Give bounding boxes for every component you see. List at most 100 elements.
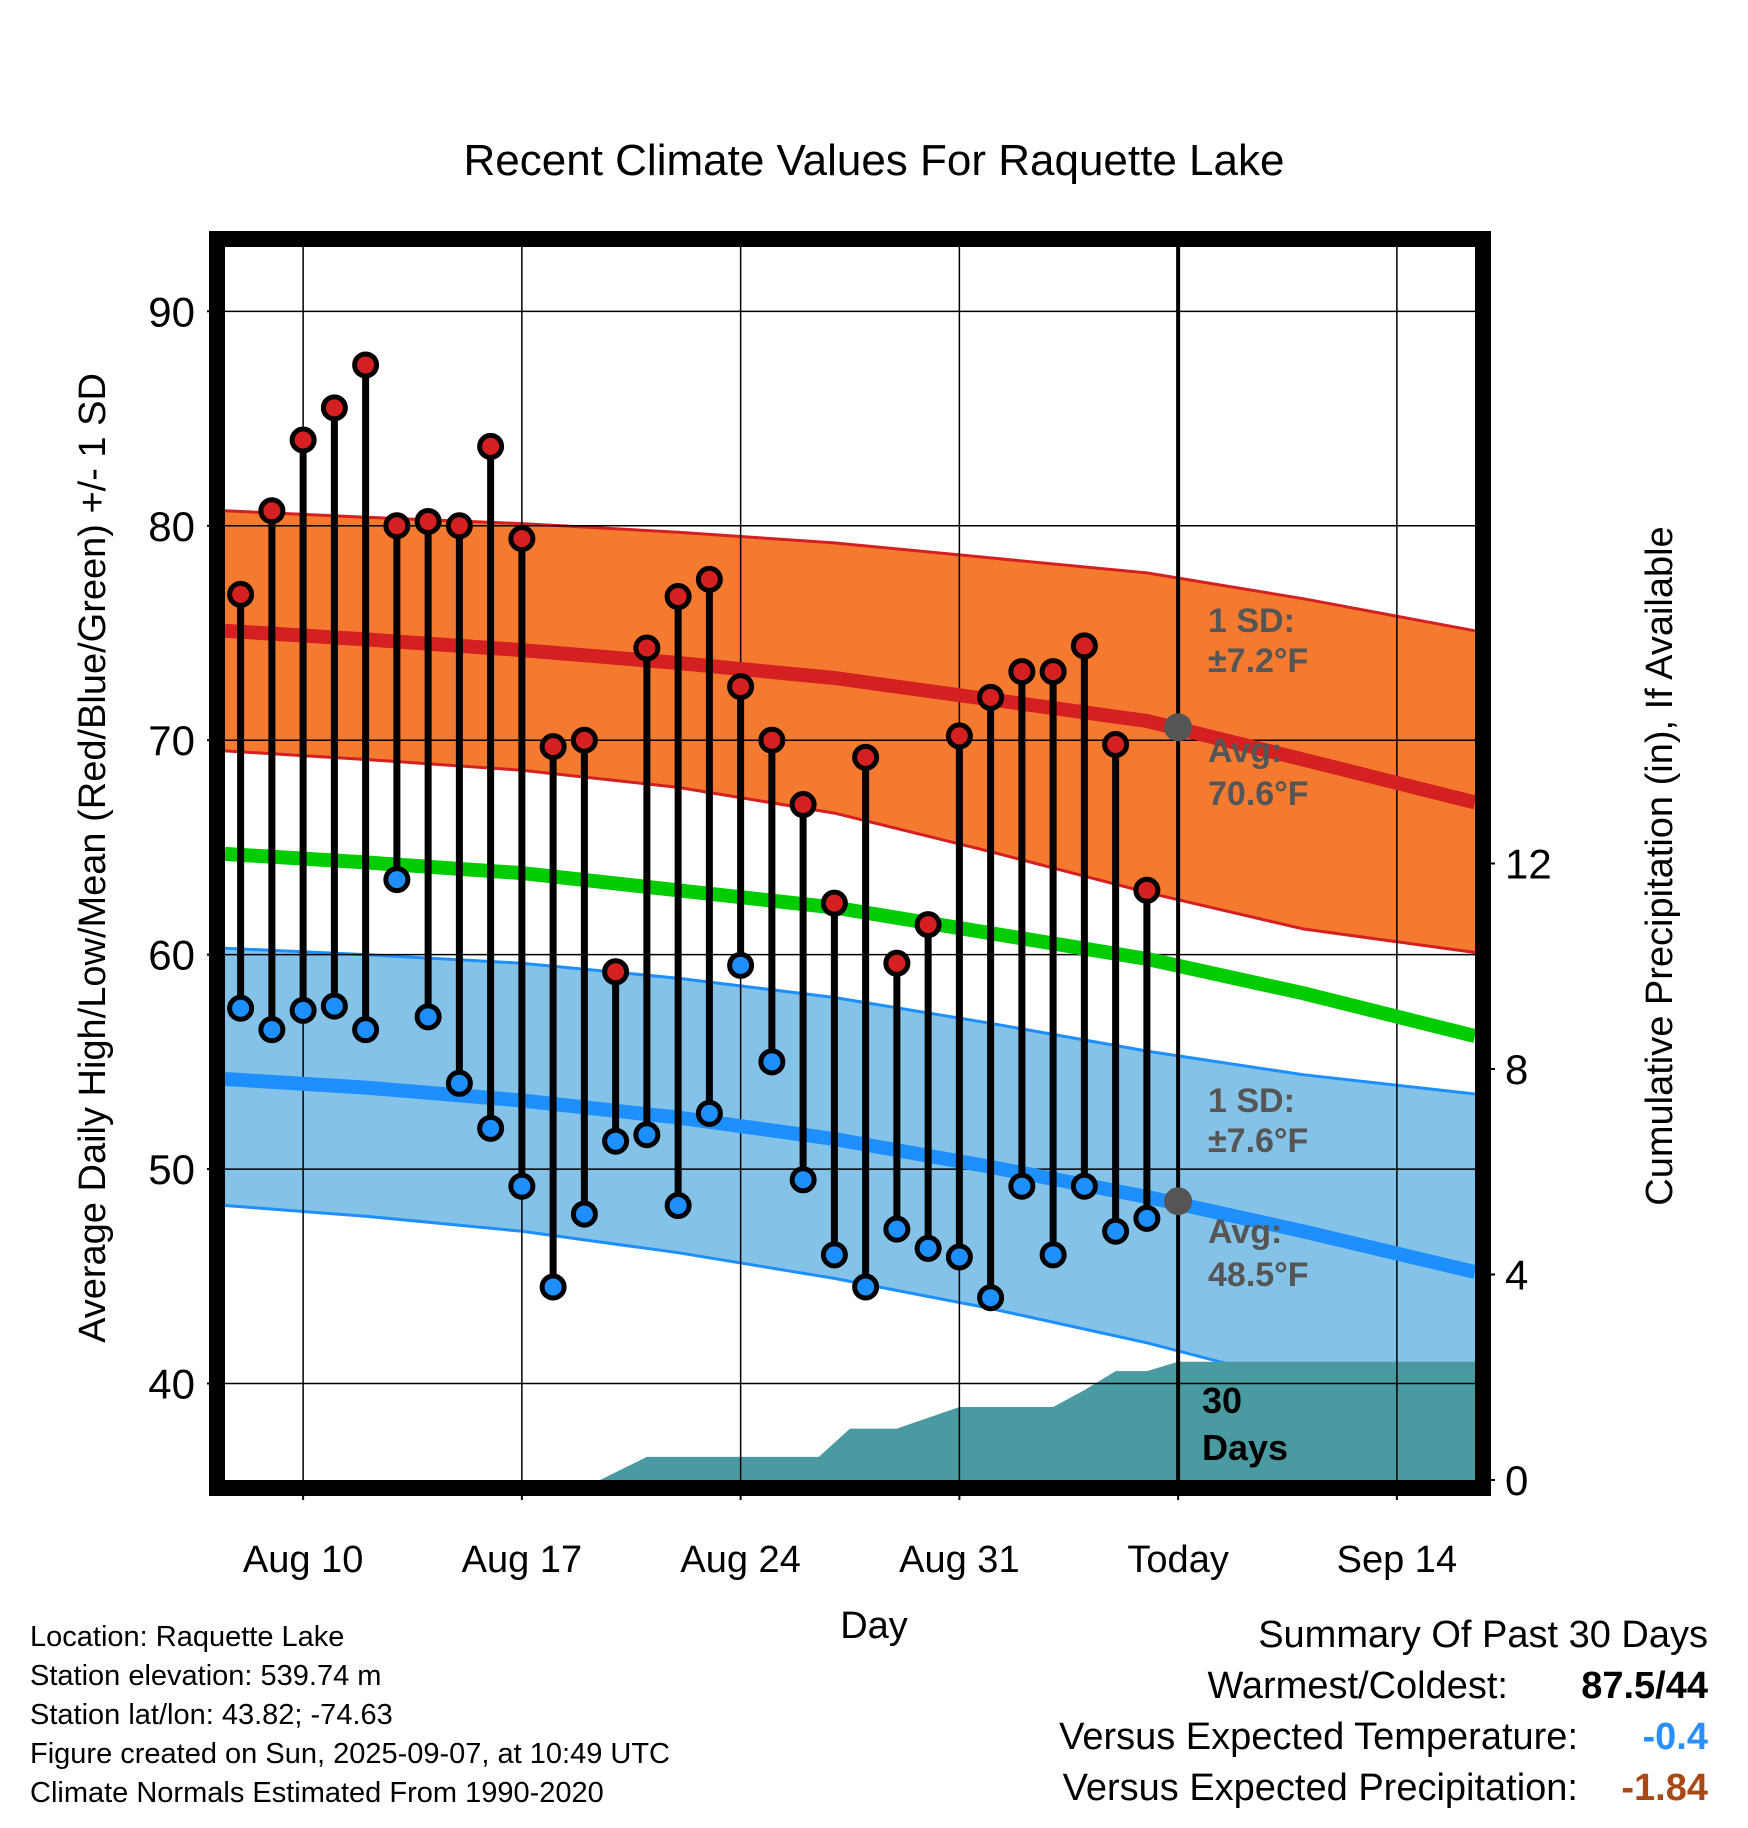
daily-low-point (539, 1273, 567, 1301)
x-tick-label: Today (1127, 1539, 1228, 1581)
daily-low-point (758, 1048, 786, 1076)
x-tick-label: Aug 10 (243, 1539, 363, 1581)
y-tick-label: 70 (148, 717, 195, 764)
high-sd-lower-edge (224, 749, 1476, 954)
y-tick-label: 90 (148, 288, 195, 335)
x-tick-label: Aug 17 (462, 1539, 582, 1581)
daily-high-point (945, 722, 973, 750)
daily-low-point (508, 1172, 536, 1200)
daily-low-point (352, 1016, 380, 1044)
low-sd-band (225, 948, 1475, 1448)
daily-high-point (695, 565, 723, 593)
y2-tick-label: 0 (1505, 1457, 1528, 1504)
daily-high-point (602, 958, 630, 986)
daily-high-point (633, 634, 661, 662)
daily-high-point (539, 733, 567, 761)
normals-text: Climate Normals Estimated From 1990-2020 (30, 1777, 604, 1809)
daily-high-point (664, 583, 692, 611)
daily-high-point (320, 394, 348, 422)
latlon-text: Station lat/lon: 43.82; -74.63 (30, 1699, 393, 1731)
y2-tick-label: 12 (1505, 841, 1552, 888)
days-count-label: 30 (1202, 1380, 1242, 1421)
daily-high-point (1070, 632, 1098, 660)
warm-cold-label: Warmest/Coldest: (1207, 1665, 1508, 1707)
high-sd-value: ±7.2°F (1208, 642, 1308, 680)
y-tick-label: 40 (148, 1361, 195, 1408)
daily-high-point (1133, 876, 1161, 904)
x-tick-label: Aug 31 (899, 1539, 1019, 1581)
precip-area (600, 1361, 1475, 1480)
x-axis-label: Day (840, 1605, 908, 1647)
daily-low-point (633, 1121, 661, 1149)
today-marks (1164, 247, 1193, 1480)
summary-precip: Versus Expected Precipitation: -1.84 (1059, 1763, 1708, 1814)
daily-low-point (320, 992, 348, 1020)
daily-low-point (258, 1016, 286, 1044)
y-tick-label: 80 (148, 503, 195, 550)
daily-low-point (664, 1192, 692, 1220)
today-low-avg-marker (1164, 1187, 1193, 1216)
daily-high-point (414, 507, 442, 535)
daily-low-point (289, 996, 317, 1024)
daily-high-point (914, 911, 942, 939)
daily-high-point (383, 512, 411, 540)
daily-high-point (883, 949, 911, 977)
created-text: Figure created on Sun, 2025-09-07, at 10… (30, 1738, 670, 1770)
daily-high-point (352, 351, 380, 379)
daily-high-point (258, 497, 286, 525)
location-text: Location: Raquette Lake (30, 1621, 345, 1653)
daily-low-point (383, 866, 411, 894)
daily-low-point (820, 1241, 848, 1269)
daily-low-point (727, 951, 755, 979)
elevation-text: Station elevation: 539.74 m (30, 1660, 382, 1692)
days-word-label: Days (1202, 1427, 1288, 1468)
daily-low-point (914, 1234, 942, 1262)
summary-title: Summary Of Past 30 Days (1059, 1610, 1708, 1661)
temp-label: Versus Expected Temperature: (1059, 1716, 1578, 1758)
x-tick-label: Aug 24 (680, 1539, 800, 1581)
y2-axis-label: Cumulative Precipitation (in), If Availa… (1639, 526, 1681, 1205)
daily-low-point (1070, 1172, 1098, 1200)
daily-low-point (445, 1069, 473, 1097)
daily-high-point (727, 673, 755, 701)
precip-label: Versus Expected Precipitation: (1062, 1767, 1578, 1809)
daily-range-bars (227, 351, 1161, 1312)
daily-low-point (977, 1284, 1005, 1312)
high-avg-value: 70.6°F (1208, 775, 1309, 813)
daily-high-point (820, 889, 848, 917)
daily-high-point (789, 791, 817, 819)
station-info: Location: Raquette Lake Station elevatio… (30, 1618, 670, 1813)
high-sd-band (225, 510, 1475, 953)
summary-temp: Versus Expected Temperature: -0.4 (1059, 1712, 1708, 1763)
daily-low-point (945, 1243, 973, 1271)
summary-warm-cold: Warmest/Coldest: 87.5/44 (1059, 1661, 1708, 1712)
today-high-avg-marker (1164, 713, 1193, 742)
daily-high-point (570, 726, 598, 754)
low-avg-label: Avg: (1208, 1213, 1282, 1251)
daily-high-point (977, 683, 1005, 711)
daily-low-point (570, 1200, 598, 1228)
normal-high-line (224, 623, 1477, 810)
y-axis-label: Average Daily High/Low/Mean (Red/Blue/Gr… (72, 373, 114, 1343)
daily-high-point (1102, 730, 1130, 758)
daily-low-point (477, 1114, 505, 1142)
daily-low-point (227, 994, 255, 1022)
daily-high-point (445, 512, 473, 540)
daily-high-point (1039, 658, 1067, 686)
daily-high-point (758, 726, 786, 754)
daily-low-point (1133, 1204, 1161, 1232)
low-sd-value: ±7.6°F (1208, 1122, 1308, 1160)
y-tick-label: 50 (148, 1146, 195, 1193)
daily-low-point (414, 1003, 442, 1031)
daily-high-point (227, 580, 255, 608)
precip-value: -1.84 (1621, 1767, 1708, 1809)
daily-low-point (1008, 1172, 1036, 1200)
x-tick-label: Sep 14 (1337, 1539, 1457, 1581)
temp-value: -0.4 (1642, 1716, 1708, 1758)
precip-cumulative-area (600, 1361, 1475, 1480)
daily-high-point (477, 432, 505, 460)
chart-title: Recent Climate Values For Raquette Lake (464, 136, 1285, 185)
daily-high-point (852, 743, 880, 771)
summary-title-text: Summary Of Past 30 Days (1258, 1614, 1708, 1656)
